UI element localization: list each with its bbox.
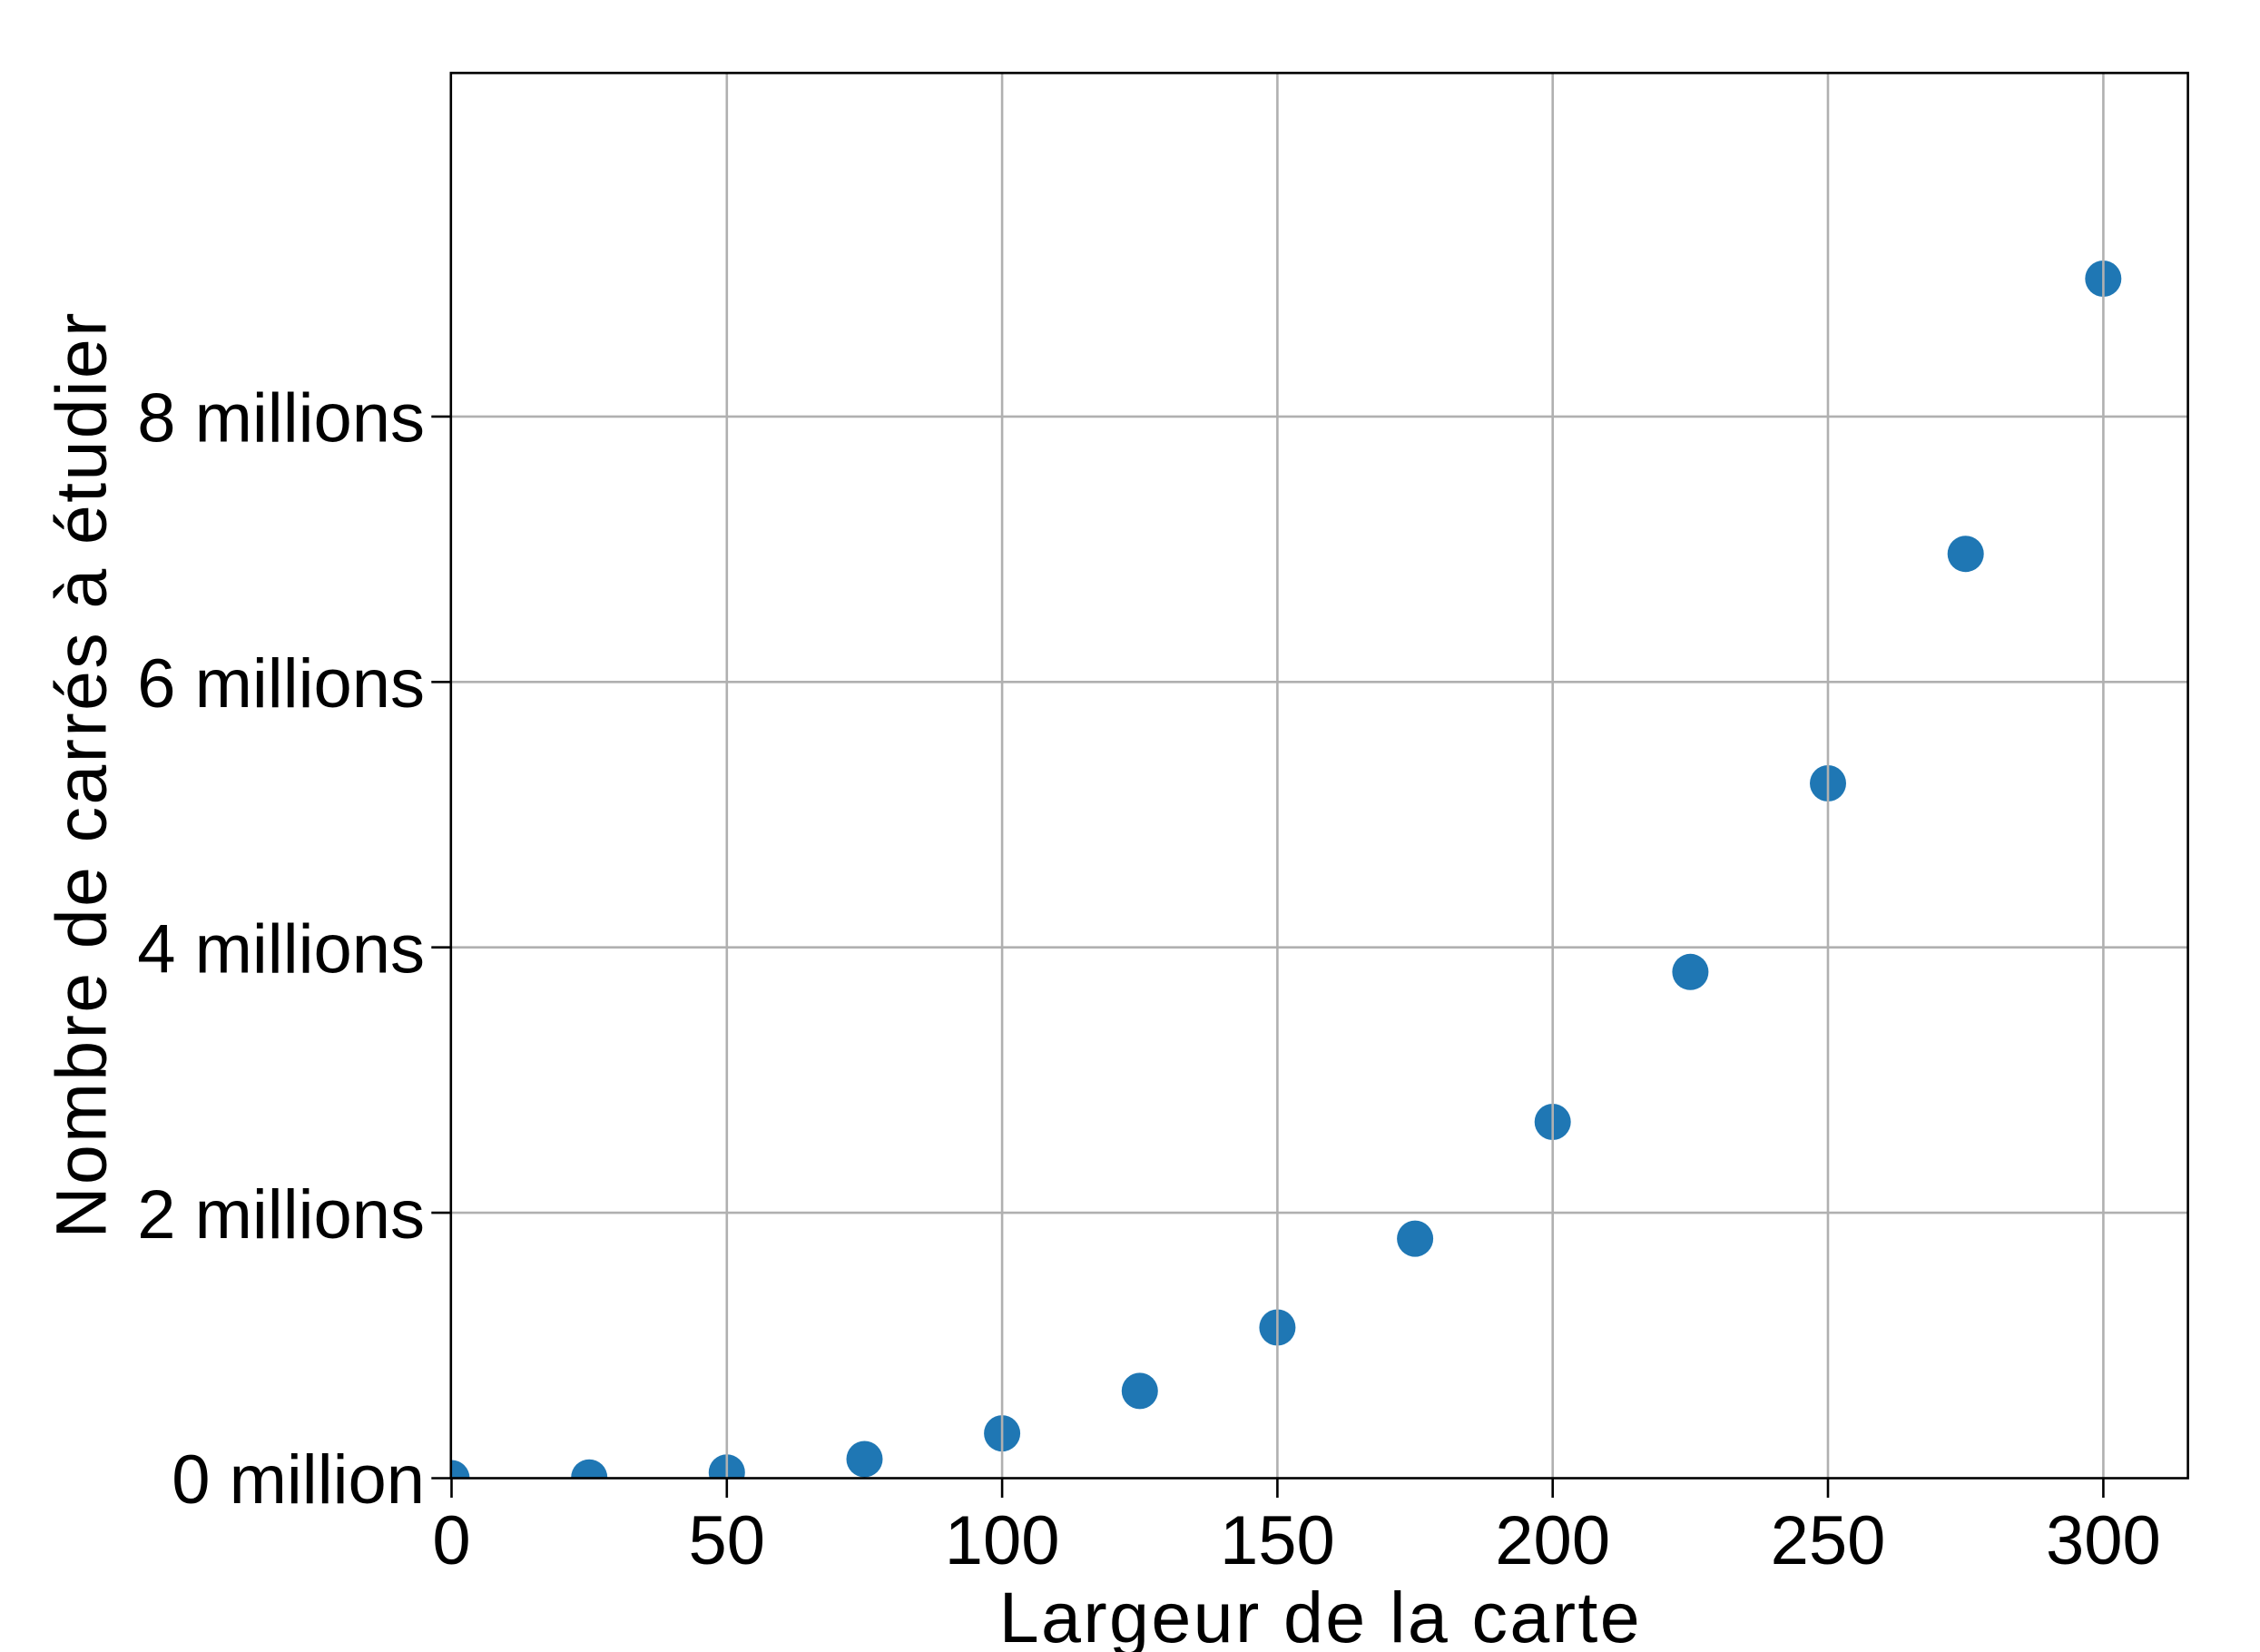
- svg-text:Largeur de la carte: Largeur de la carte: [999, 1577, 1640, 1652]
- svg-text:4 millions: 4 millions: [137, 910, 425, 988]
- svg-text:200: 200: [1495, 1502, 1610, 1579]
- svg-text:6 millions: 6 millions: [137, 645, 425, 723]
- svg-text:2 millions: 2 millions: [137, 1176, 425, 1254]
- svg-text:300: 300: [2046, 1502, 2161, 1579]
- svg-text:0 million: 0 million: [172, 1441, 425, 1519]
- svg-text:150: 150: [1220, 1502, 1335, 1579]
- svg-text:50: 50: [689, 1502, 766, 1579]
- svg-text:Nombre de carrés à étudier: Nombre de carrés à étudier: [41, 313, 122, 1239]
- svg-text:8 millions: 8 millions: [137, 380, 425, 457]
- svg-text:0: 0: [432, 1502, 470, 1579]
- svg-text:250: 250: [1771, 1502, 1886, 1579]
- svg-text:100: 100: [945, 1502, 1060, 1579]
